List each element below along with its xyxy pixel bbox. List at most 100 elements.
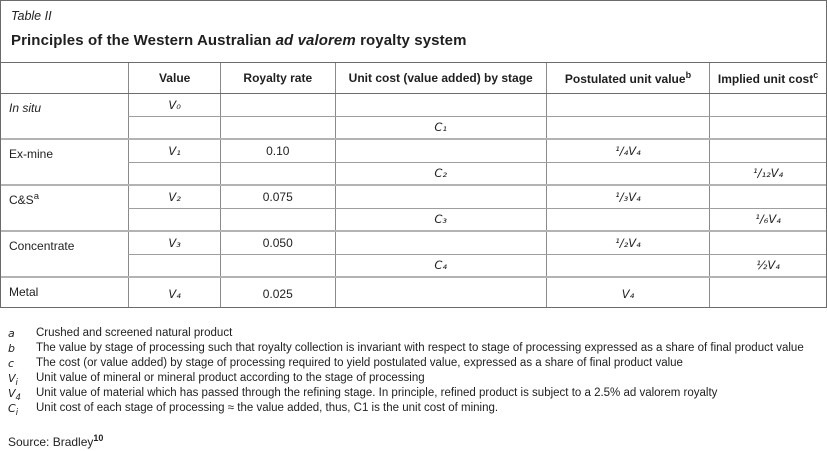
unit-cost-cell: C₄: [334, 254, 547, 278]
stage-cell: In situ: [1, 93, 129, 140]
table-subrow-insitu: C₁: [1, 116, 826, 140]
value-cell: [128, 162, 221, 186]
implied-cell: [709, 93, 826, 117]
rate-cell: 0.025: [219, 277, 336, 307]
rate-cell: [219, 93, 336, 117]
stage-cell: Ex-mine: [1, 139, 129, 186]
footnote-label: V4: [8, 386, 36, 404]
table-row-insitu: In situ V₀: [1, 93, 826, 140]
footnote-label-symbol: V: [8, 372, 16, 385]
col-header-stage: [1, 63, 129, 94]
footnote-v4: V4 Unit value of material which has pass…: [8, 386, 819, 404]
postulated-cell: [545, 162, 710, 186]
postulated-cell: [545, 208, 710, 232]
footnote-label: Ci: [8, 401, 36, 419]
footnote-text: The value by stage of processing such th…: [36, 342, 804, 354]
implied-cell: ¹/₁₂V₄: [709, 162, 826, 186]
value-cell: V₃: [128, 231, 221, 255]
source-citation-sup: 10: [93, 433, 104, 443]
footnote-c: c The cost (or value added) by stage of …: [8, 356, 819, 371]
table-number-label: Table II: [11, 9, 52, 23]
table-row-exmine: Ex-mine V₁ 0.10 ¹/₄V₄: [1, 139, 826, 186]
implied-cell: [709, 116, 826, 140]
rate-cell: [219, 116, 336, 140]
stage-cell: Metal: [1, 277, 129, 307]
footnote-label: b: [8, 341, 36, 356]
source-line: Source: Bradley10: [8, 433, 819, 449]
col-header-postulated-sup: b: [685, 69, 692, 80]
footnote-label: a: [8, 326, 36, 341]
unit-cost-cell: [334, 139, 547, 163]
unit-cost-cell: C₃: [334, 208, 547, 232]
stage-label: Metal: [9, 285, 39, 299]
footnotes-block: a Crushed and screened natural product b…: [8, 326, 819, 419]
stage-label: In situ: [9, 100, 42, 115]
col-header-implied-sup: c: [813, 69, 819, 80]
table-row-concentrate: Concentrate V₃ 0.050 ¹/₂V₄: [1, 231, 826, 278]
footnote-a: a Crushed and screened natural product: [8, 326, 819, 341]
header-row: Value Royalty rate Unit cost (value adde…: [1, 63, 826, 94]
stage-cell: C&Sa: [1, 185, 129, 232]
stage-sup: a: [33, 191, 39, 202]
implied-cell: [709, 185, 826, 209]
value-cell: V₀: [128, 93, 221, 117]
rate-cell: 0.10: [219, 139, 336, 163]
table-figure: Table II Principles of the Western Austr…: [0, 0, 827, 308]
rate-cell: 0.075: [219, 185, 336, 209]
value-cell: [128, 254, 221, 278]
col-header-rate: Royalty rate: [219, 63, 336, 94]
footnote-label: Vi: [8, 371, 36, 389]
unit-cost-cell: [334, 93, 547, 117]
royalty-table: Value Royalty rate Unit cost (value adde…: [1, 63, 826, 307]
postulated-cell: ¹/₃V₄: [545, 185, 710, 209]
col-header-implied-label: Implied unit cost: [717, 71, 814, 86]
footnote-label-symbol: C: [8, 402, 16, 415]
footnote-label-sub: i: [15, 408, 19, 419]
unit-cost-cell: C₁: [334, 116, 547, 140]
col-header-postulated-label: Postulated unit value: [564, 71, 686, 86]
footnote-label-symbol: a: [8, 327, 15, 340]
footnote-text: Unit value of material which has passed …: [36, 387, 718, 399]
footnote-label-sub: i: [15, 378, 18, 389]
footnote-b: b The value by stage of processing such …: [8, 341, 819, 356]
footnote-label-symbol: b: [8, 342, 15, 355]
footnote-text: The cost (or value added) by stage of pr…: [36, 357, 683, 369]
col-header-value: Value: [128, 63, 221, 94]
postulated-cell: [545, 116, 710, 140]
stage-label: Concentrate: [9, 239, 75, 253]
value-cell: V₄: [128, 277, 221, 307]
stage-cell: Concentrate: [1, 231, 129, 278]
footnote-label-symbol: c: [8, 357, 15, 370]
figure-title-emphasis: ad valorem: [275, 32, 356, 49]
postulated-cell: [545, 254, 710, 278]
figure-header: Table II Principles of the Western Austr…: [1, 1, 826, 63]
unit-cost-cell: [334, 231, 547, 255]
footnote-text: Crushed and screened natural product: [36, 327, 233, 339]
postulated-cell: [545, 93, 710, 117]
figure-title-prefix: Principles of the Western Australian: [11, 32, 276, 49]
implied-cell: ½V₄: [709, 254, 826, 278]
footnote-label-symbol: V: [8, 387, 16, 400]
figure-title-suffix: royalty system: [355, 32, 467, 49]
col-header-implied: Implied unit costc: [709, 63, 826, 94]
postulated-cell: V₄: [545, 277, 710, 307]
value-cell: V₂: [128, 185, 221, 209]
postulated-cell: ¹/₄V₄: [545, 139, 710, 163]
footnote-label-sub: 4: [15, 393, 21, 404]
unit-cost-cell: [334, 277, 547, 307]
stage-label: C&S: [9, 193, 34, 207]
value-cell: [128, 208, 221, 232]
value-cell: [128, 116, 221, 140]
source-text: Source: Bradley: [8, 435, 94, 449]
rate-cell: 0.050: [219, 231, 336, 255]
footnote-ci: Ci Unit cost of each stage of processing…: [8, 401, 819, 419]
figure-title: Principles of the Western Australian ad …: [11, 32, 816, 49]
footnote-text: Unit cost of each stage of processing ≈ …: [36, 402, 499, 414]
value-cell: V₁: [128, 139, 221, 163]
table-row-metal: Metal V₄ 0.025 V₄: [1, 277, 826, 307]
rate-cell: [219, 162, 336, 186]
rate-cell: [219, 254, 336, 278]
implied-cell: [709, 277, 826, 307]
unit-cost-cell: [334, 185, 547, 209]
table-row-cs: C&Sa V₂ 0.075 ¹/₃V₄: [1, 185, 826, 232]
